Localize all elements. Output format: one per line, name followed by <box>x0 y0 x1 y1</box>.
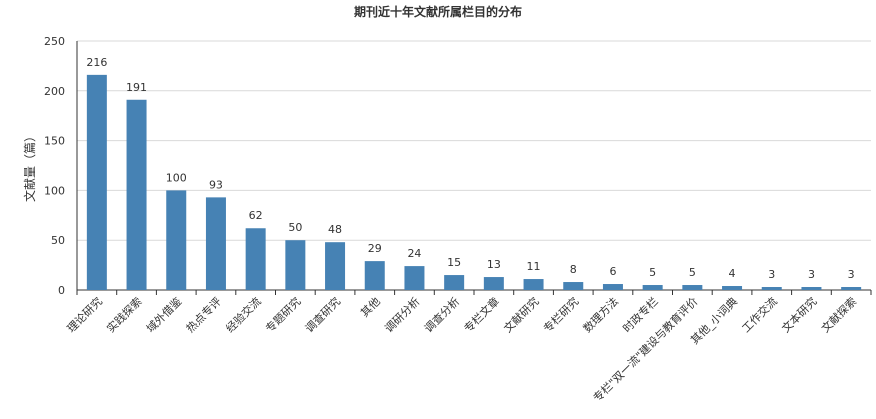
y-tick-label: 100 <box>44 184 65 197</box>
x-tick-label: 文献探索 <box>818 294 859 335</box>
category-labels: 理论研究 实践探索 域外借鉴 热点专评 经验交流 专题研究 调查研究 其他 调研分析 调查分析 专栏… <box>64 294 859 404</box>
data-label: 50 <box>288 221 302 234</box>
bar[interactable] <box>86 74 107 290</box>
bar[interactable] <box>563 282 584 290</box>
bar[interactable] <box>761 287 782 290</box>
x-axis <box>76 289 872 295</box>
x-tick-label: 时政专栏 <box>620 294 661 335</box>
y-tick-label: 200 <box>44 85 65 98</box>
data-label: 5 <box>649 266 656 279</box>
y-axis-label: 文献量（篇） <box>22 130 37 202</box>
x-tick-label: 文献研究 <box>501 294 542 335</box>
bar[interactable] <box>285 240 306 290</box>
data-label: 5 <box>689 266 696 279</box>
x-tick-label: 域外借鉴 <box>144 295 184 335</box>
grid-lines <box>77 40 871 241</box>
data-label: 191 <box>126 81 147 94</box>
data-label: 6 <box>609 265 616 278</box>
y-tick-label: 150 <box>44 135 65 148</box>
bar[interactable] <box>841 287 862 290</box>
data-label: 216 <box>86 56 107 69</box>
bar[interactable] <box>364 261 385 290</box>
x-tick-label: 其他 <box>358 295 383 320</box>
x-tick-label: 工作交流 <box>739 294 780 335</box>
x-tick-label: 调研分析 <box>382 294 423 335</box>
y-tick-label: 0 <box>58 284 65 297</box>
bar[interactable] <box>602 284 623 290</box>
data-label: 29 <box>368 242 382 255</box>
data-label: 8 <box>570 263 577 276</box>
bar[interactable] <box>682 285 703 290</box>
bar[interactable] <box>205 197 226 290</box>
x-tick-label: 经验交流 <box>223 294 264 335</box>
bar[interactable] <box>126 99 147 290</box>
data-label: 48 <box>328 223 342 236</box>
bar[interactable] <box>404 266 425 290</box>
bar[interactable] <box>523 279 544 290</box>
x-tick-label: 调查研究 <box>302 294 343 335</box>
x-tick-label: 理论研究 <box>64 294 105 335</box>
bar[interactable] <box>722 286 743 290</box>
data-label: 3 <box>848 268 855 281</box>
data-label: 24 <box>407 247 421 260</box>
x-tick-label: 专题研究 <box>262 294 303 335</box>
x-tick-label: 专栏研究 <box>540 294 581 335</box>
x-tick-label: 文本研究 <box>779 294 820 335</box>
data-label: 3 <box>808 268 815 281</box>
bar[interactable] <box>166 190 187 290</box>
x-tick-label: 调查分析 <box>421 294 462 335</box>
bar[interactable] <box>642 285 663 290</box>
chart-title: 期刊近十年文献所属栏目的分布 <box>354 4 522 19</box>
bars <box>86 74 862 290</box>
bar[interactable] <box>483 277 504 290</box>
data-label: 100 <box>166 171 187 184</box>
bar[interactable] <box>801 287 822 290</box>
x-tick-label: 实践探索 <box>104 294 145 335</box>
bar[interactable] <box>325 242 346 290</box>
x-tick-label: 热点专评 <box>183 294 224 335</box>
data-labels: 216 191 100 93 62 50 48 29 24 15 13 11 8 6 5 5 4 3 3 3 <box>86 56 854 281</box>
data-label: 3 <box>768 268 775 281</box>
y-tick-label: 50 <box>51 234 65 247</box>
data-label: 4 <box>729 267 736 280</box>
y-tick-label: 250 <box>44 35 65 48</box>
y-axis: 0 50 100 150 200 250 <box>44 35 78 297</box>
x-tick-label: 专栏文章 <box>461 294 502 335</box>
data-label: 15 <box>447 256 461 269</box>
data-label: 11 <box>527 260 541 273</box>
data-label: 93 <box>209 178 223 191</box>
bar[interactable] <box>444 275 465 290</box>
data-label: 13 <box>487 258 501 271</box>
x-tick-label: 数理方法 <box>580 294 621 335</box>
data-label: 62 <box>249 209 263 222</box>
bar[interactable] <box>245 228 266 290</box>
